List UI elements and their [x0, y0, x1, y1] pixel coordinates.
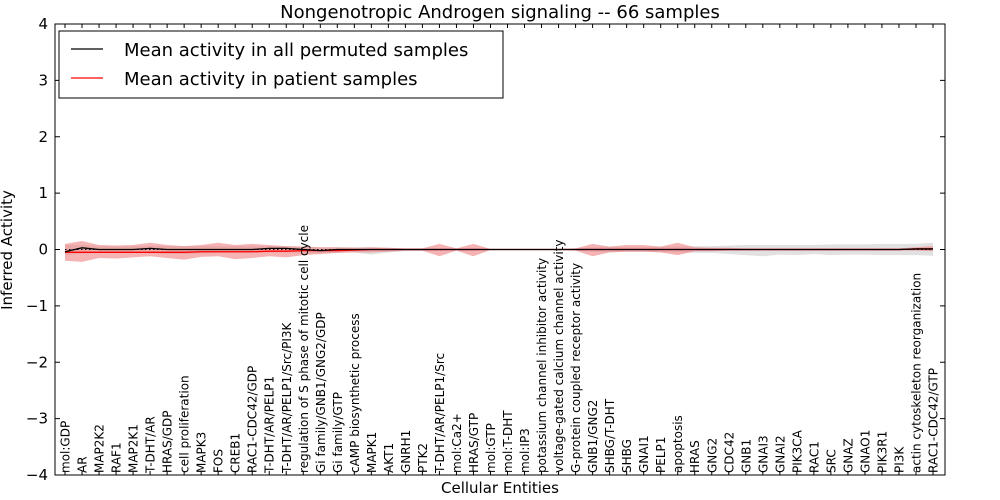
x-tick-label: T-DHT/AR/PELP1/Src [433, 353, 447, 474]
x-tick-label: cell proliferation [178, 375, 192, 473]
y-axis-label: Inferred Activity [0, 190, 16, 310]
x-tick-label: voltage-gated calcium channel activity [552, 239, 566, 473]
x-tick-label: PI3K [892, 446, 906, 473]
x-tick-label: FOS [212, 449, 226, 473]
x-tick-label: GNAI1 [637, 435, 651, 473]
x-tick-label: T-DHT/AR/PELP1 [263, 376, 277, 474]
x-tick-label: HRAS/GTP [467, 413, 481, 473]
y-tick-label: −3 [26, 410, 48, 428]
x-tick-label: actin cytoskeleton reorganization [909, 273, 923, 473]
x-tick-label: RAF1 [110, 442, 124, 473]
x-tick-label: MAP2K2 [93, 424, 107, 473]
x-tick-label: SHBG [620, 439, 634, 473]
x-tick-label: GNG2 [705, 438, 719, 473]
y-tick-label: 3 [38, 71, 48, 89]
legend-entry-patient: Mean activity in patient samples [124, 69, 418, 90]
x-tick-label: SRC [824, 449, 838, 473]
y-tick-label: 4 [38, 15, 48, 33]
series-line-permuted [64, 247, 933, 253]
x-tick-label: GNRH1 [399, 430, 413, 473]
x-tick-label: mol:GTP [484, 423, 498, 473]
legend: Mean activity in all permuted samples Me… [58, 30, 504, 99]
x-tick-label: mol:GDP [59, 421, 73, 473]
patient-band [65, 241, 933, 262]
y-tick-label: −2 [26, 353, 48, 371]
x-tick-label: T-DHT/AR [144, 416, 158, 474]
x-tick-label: PIK3R1 [875, 431, 889, 473]
x-tick-label: GNB1 [739, 439, 753, 473]
x-tick-label: RAC1-CDC42/GTP [927, 368, 941, 473]
legend-box [58, 30, 504, 99]
x-tick-label: mol:T-DHT [501, 410, 515, 473]
x-tick-label: GNB1/GNG2 [586, 400, 600, 473]
x-tick-label: potassium channel inhibitor activity [535, 258, 549, 473]
x-tick-label: mol:Ca2+ [450, 413, 464, 473]
x-tick-label: HRAS/GDP [161, 410, 175, 473]
x-tick-label: GNAI3 [756, 435, 770, 473]
x-tick-label: Gi family/GTP [331, 392, 345, 473]
x-tick-label: AR [76, 456, 90, 473]
x-tick-label: PIK3CA [790, 429, 804, 473]
y-axis: −4 −3 −2 −1 0 1 2 3 4 [26, 15, 945, 484]
x-axis-label: Cellular Entities [441, 479, 559, 497]
legend-entry-permuted: Mean activity in all permuted samples [124, 40, 468, 61]
x-tick-label: Gi family/GNB1/GNG2/GDP [314, 312, 328, 473]
x-tick-label: T-DHT/AR/PELP1/Src/PI3K [280, 321, 294, 474]
x-tick-label: SHBG/T-DHT [603, 398, 617, 473]
x-tick-label: RAC1-CDC42/GDP [246, 366, 260, 473]
x-tick-label: MAP2K1 [127, 424, 141, 473]
x-tick-label: PELP1 [654, 437, 668, 473]
x-tick-label: CDC42 [722, 432, 736, 473]
x-tick-label: PTK2 [416, 443, 430, 473]
x-tick-label: regulation of S phase of mitotic cell cy… [297, 225, 311, 473]
x-tick-label: apoptosis [671, 415, 685, 473]
x-tick-label: RAC1 [807, 441, 821, 473]
x-tick-label: MAPK1 [365, 432, 379, 473]
y-tick-label: 2 [38, 128, 48, 146]
lines-layer [64, 247, 933, 253]
x-tick-label: CREB1 [229, 433, 243, 473]
chart-title: Nongenotropic Androgen signaling -- 66 s… [280, 2, 720, 23]
y-tick-label: 1 [38, 184, 48, 202]
y-tick-label: 0 [38, 241, 48, 259]
y-tick-label: −1 [26, 297, 48, 315]
x-tick-label: cAMP biosynthetic process [348, 313, 362, 473]
x-axis: mol:GDP AR MAP2K2 RAF1 MAP2K1 T-DHT/AR HRAS/GD… [59, 24, 941, 475]
x-tick-label: MAPK3 [195, 432, 209, 473]
x-tick-label: G-protein coupled receptor activity [569, 263, 583, 473]
x-tick-label: AKT1 [382, 443, 396, 473]
x-tick-label: mol:IP3 [518, 428, 532, 473]
x-tick-label: GNAI2 [773, 435, 787, 473]
x-tick-label: GNAO1 [858, 430, 872, 473]
x-tick-label: GNAZ [841, 438, 855, 473]
x-tick-label: HRAS [688, 440, 702, 473]
y-tick-label: −4 [26, 466, 48, 484]
